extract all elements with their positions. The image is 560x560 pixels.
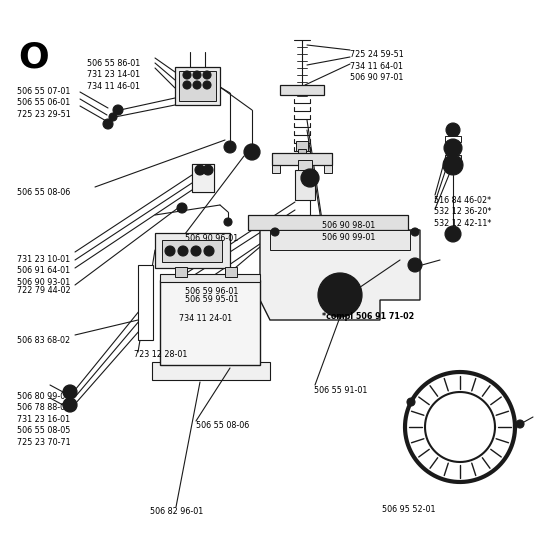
Circle shape <box>191 246 201 256</box>
Bar <box>192 164 214 192</box>
Circle shape <box>516 420 524 428</box>
Text: 506 80 99-01
506 78 88-01
731 23 16-01
506 55 08-05
725 23 70-71: 506 80 99-01 506 78 88-01 731 23 16-01 5… <box>17 392 71 447</box>
Circle shape <box>301 169 319 187</box>
Bar <box>160 280 260 365</box>
Circle shape <box>63 398 77 412</box>
Circle shape <box>446 123 460 137</box>
Bar <box>445 136 461 142</box>
Circle shape <box>183 81 191 89</box>
Circle shape <box>165 246 175 256</box>
Bar <box>272 153 280 173</box>
Circle shape <box>195 165 205 175</box>
Text: 723 12 28-01: 723 12 28-01 <box>134 350 188 359</box>
Circle shape <box>109 113 117 121</box>
Circle shape <box>204 246 214 256</box>
Circle shape <box>63 385 77 399</box>
Circle shape <box>203 165 213 175</box>
Text: 506 55 07-01
506 55 06-01
725 23 29-51: 506 55 07-01 506 55 06-01 725 23 29-51 <box>17 87 71 119</box>
Text: 506 55 86-01
731 23 14-01
734 11 46-01: 506 55 86-01 731 23 14-01 734 11 46-01 <box>87 59 140 91</box>
Circle shape <box>411 228 419 236</box>
Circle shape <box>244 144 260 160</box>
Circle shape <box>408 258 422 272</box>
Circle shape <box>113 105 123 115</box>
Circle shape <box>203 71 211 79</box>
Bar <box>152 362 270 380</box>
Text: *compl 506 91 71-02: *compl 506 91 71-02 <box>322 312 414 321</box>
Text: 506 82 96-01: 506 82 96-01 <box>150 507 203 516</box>
Bar <box>272 153 332 165</box>
Bar <box>280 85 324 95</box>
Bar <box>179 71 216 101</box>
Circle shape <box>203 81 211 89</box>
Text: 506 55 08-06: 506 55 08-06 <box>196 421 249 430</box>
Bar <box>162 240 222 262</box>
Circle shape <box>193 71 201 79</box>
Text: 506 55 91-01: 506 55 91-01 <box>314 386 367 395</box>
Text: 506 95 52-01: 506 95 52-01 <box>382 505 436 514</box>
Text: 722 79 44-02: 722 79 44-02 <box>17 286 71 295</box>
Bar <box>225 267 237 277</box>
Bar <box>175 267 187 277</box>
Circle shape <box>183 71 191 79</box>
Bar <box>138 265 153 340</box>
Bar <box>445 155 461 161</box>
Circle shape <box>271 228 279 236</box>
Text: 506 90 96-01: 506 90 96-01 <box>185 234 238 243</box>
Bar <box>248 215 408 230</box>
Circle shape <box>445 226 461 242</box>
Circle shape <box>444 139 462 157</box>
Circle shape <box>224 141 236 153</box>
Bar <box>295 170 315 200</box>
Text: 516 84 46-02*
532 12 36-20*
532 12 42-11*: 516 84 46-02* 532 12 36-20* 532 12 42-11… <box>434 196 491 228</box>
Bar <box>155 233 230 268</box>
Polygon shape <box>260 230 420 320</box>
Circle shape <box>193 81 201 89</box>
Text: 506 55 08-06: 506 55 08-06 <box>17 188 70 197</box>
Text: 734 11 24-01: 734 11 24-01 <box>179 314 232 323</box>
Circle shape <box>178 246 188 256</box>
Text: 506 90 98-01
506 90 99-01: 506 90 98-01 506 90 99-01 <box>322 221 375 242</box>
Circle shape <box>328 283 352 307</box>
Circle shape <box>103 119 113 129</box>
Circle shape <box>248 148 256 156</box>
Circle shape <box>407 398 415 406</box>
Bar <box>192 164 214 192</box>
Text: 506 90 95-01
506 59 96-01: 506 90 95-01 506 59 96-01 <box>185 276 238 296</box>
Bar <box>296 141 308 151</box>
Bar <box>298 160 312 170</box>
Text: O: O <box>18 40 49 74</box>
Circle shape <box>224 218 232 226</box>
Circle shape <box>177 203 187 213</box>
Bar <box>298 149 306 156</box>
Text: 506 59 95-01: 506 59 95-01 <box>185 295 239 304</box>
Circle shape <box>443 155 463 175</box>
Circle shape <box>318 273 362 317</box>
Text: 725 24 59-51
734 11 64-01
506 90 97-01: 725 24 59-51 734 11 64-01 506 90 97-01 <box>350 50 404 82</box>
Bar <box>175 67 220 105</box>
Bar <box>160 274 260 282</box>
Text: 506 83 68-02: 506 83 68-02 <box>17 336 70 345</box>
Bar <box>324 153 332 173</box>
Text: 731 23 10-01
506 91 64-01
506 90 93-01: 731 23 10-01 506 91 64-01 506 90 93-01 <box>17 255 70 287</box>
Bar <box>270 230 410 250</box>
